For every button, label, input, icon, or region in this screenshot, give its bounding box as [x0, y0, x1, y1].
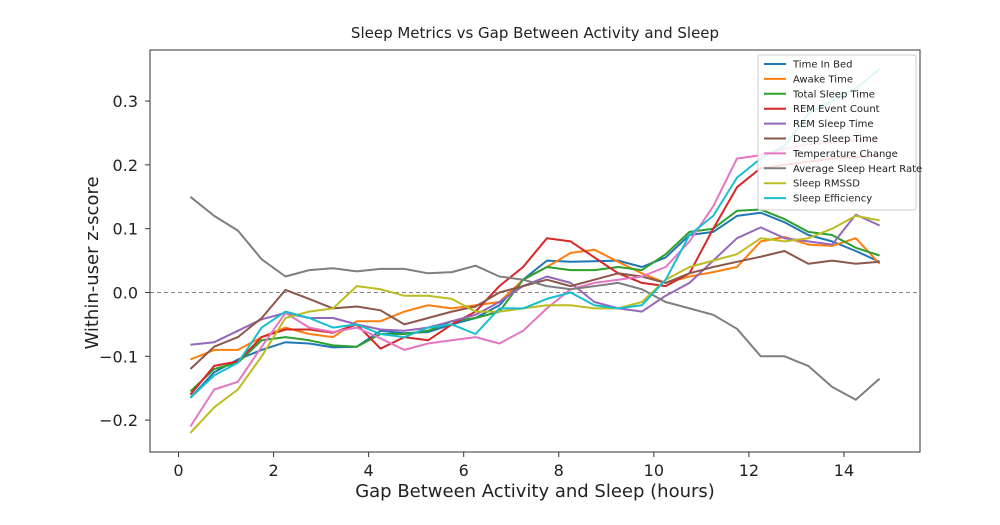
y-tick-label: 0.2: [113, 156, 138, 175]
y-tick-label: −0.1: [99, 347, 138, 366]
x-axis-label: Gap Between Activity and Sleep (hours): [355, 481, 715, 502]
legend-label: Time In Bed: [792, 60, 852, 71]
legend-label: Average Sleep Heart Rate: [793, 164, 922, 175]
x-tick-label: 6: [459, 461, 469, 480]
x-tick-label: 10: [644, 461, 664, 480]
y-tick-label: 0.3: [113, 92, 138, 111]
series-line-total-sleep-time: [189, 208, 880, 393]
legend-label: REM Sleep Time: [793, 119, 874, 130]
legend-label: Deep Sleep Time: [793, 134, 878, 145]
legend-box: [757, 54, 917, 211]
legend: Time In Bed Awake Time Total Sleep Time REM…: [757, 54, 922, 211]
legend-label: Sleep RMSSD: [793, 179, 860, 190]
y-axis-label: Within-user z-score: [82, 176, 103, 349]
x-tick-label: 14: [834, 461, 854, 480]
legend-label: Awake Time: [793, 74, 853, 85]
legend-label: Sleep Efficiency: [793, 194, 872, 205]
legend-label: REM Event Count: [793, 104, 880, 115]
series-line-average-sleep-heart-rate: [189, 196, 881, 401]
y-tick-label: 0.1: [113, 220, 138, 239]
legend-label: Total Sleep Time: [792, 89, 875, 100]
x-tick-label: 0: [173, 461, 183, 480]
series-line-sleep-rmssd: [189, 214, 880, 434]
chart-title: Sleep Metrics vs Gap Between Activity an…: [351, 24, 719, 42]
legend-label: Temperature Change: [792, 149, 898, 160]
x-tick-label: 12: [739, 461, 759, 480]
plot-frame: [149, 49, 921, 453]
y-tick-label: −0.2: [99, 411, 138, 430]
y-tick-label: 0.0: [113, 283, 138, 302]
x-tick-label: 4: [364, 461, 374, 480]
x-axis: 0 2 4 6 8 10 12 14: [173, 452, 854, 480]
x-tick-label: 2: [268, 461, 278, 480]
y-axis: −0.2 −0.1 0.0 0.1 0.2 0.3: [99, 92, 150, 430]
x-tick-label: 8: [554, 461, 564, 480]
series-line-time-in-bed: [189, 211, 881, 399]
